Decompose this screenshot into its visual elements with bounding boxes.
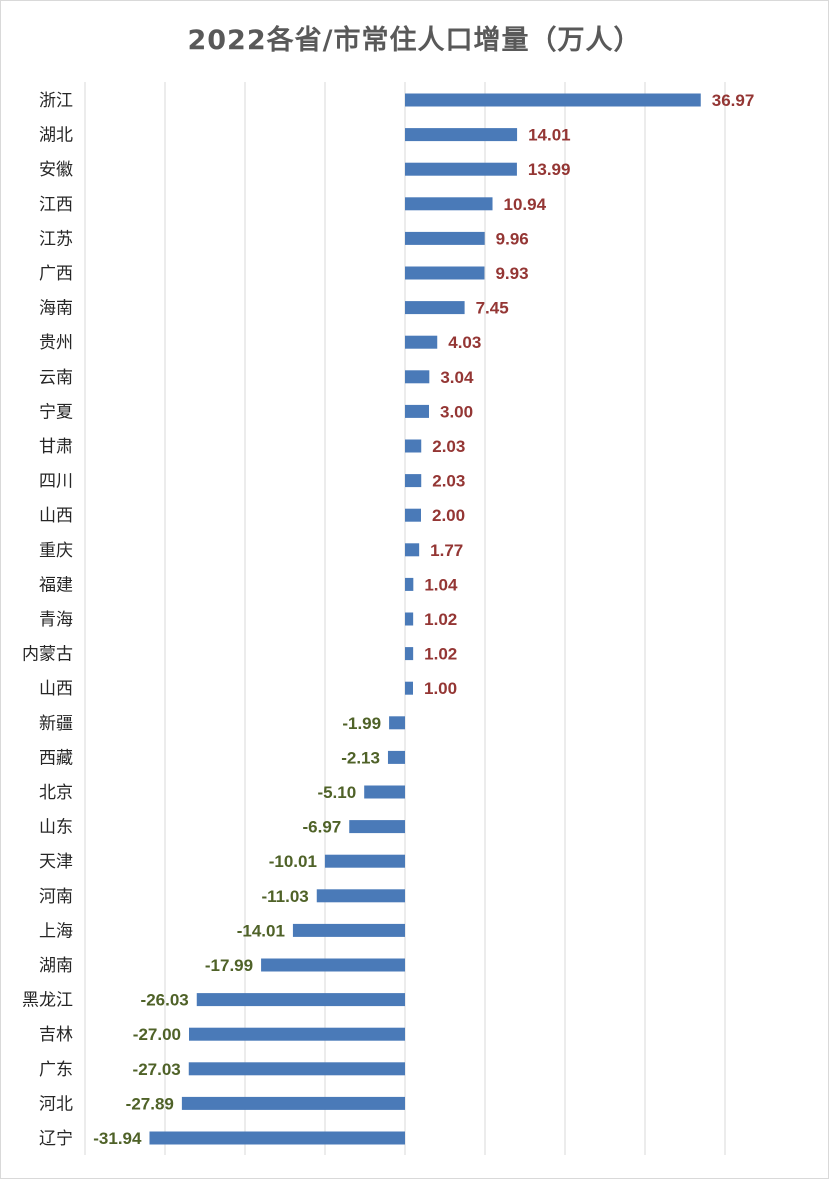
bar — [405, 404, 429, 418]
category-label: 重庆 — [39, 541, 73, 561]
category-label: 新疆 — [39, 714, 73, 734]
data-label: 2.03 — [432, 437, 465, 456]
category-label: 广东 — [39, 1060, 73, 1080]
category-label: 江苏 — [39, 229, 73, 249]
bar — [316, 889, 405, 903]
bar — [387, 750, 405, 764]
category-label: 福建 — [39, 575, 73, 595]
bar — [405, 543, 420, 557]
category-label: 安徽 — [39, 160, 73, 180]
category-label: 河南 — [39, 887, 73, 907]
bar — [405, 612, 414, 626]
bar — [405, 162, 517, 176]
category-label: 江西 — [39, 195, 73, 215]
data-label: -6.97 — [302, 818, 341, 837]
data-label: 1.02 — [424, 610, 457, 629]
data-label: -11.03 — [261, 887, 308, 906]
category-label: 河北 — [39, 1094, 73, 1114]
bar — [349, 820, 405, 834]
bar — [405, 681, 413, 695]
bar — [189, 1027, 405, 1041]
category-label: 青海 — [39, 610, 73, 630]
category-label: 山东 — [39, 818, 73, 838]
bar — [364, 785, 405, 799]
category-label: 山西 — [39, 506, 73, 526]
data-label: -31.94 — [93, 1129, 142, 1148]
data-label: 4.03 — [448, 333, 481, 352]
data-label: -14.01 — [237, 921, 285, 940]
bar — [405, 647, 414, 661]
chart-title: 2022各省/市常住人口增量（万人） — [187, 25, 642, 56]
bar — [405, 474, 422, 488]
category-label: 广西 — [39, 264, 73, 284]
data-label: -17.99 — [205, 956, 253, 975]
bar — [389, 716, 405, 730]
bar — [196, 993, 405, 1007]
bar — [405, 231, 485, 245]
data-label: -26.03 — [141, 991, 189, 1010]
bar — [324, 854, 405, 868]
bar — [149, 1131, 405, 1145]
data-label: 9.93 — [495, 264, 528, 283]
category-label: 吉林 — [39, 1025, 73, 1045]
bar — [405, 335, 438, 349]
data-label: 2.00 — [432, 506, 465, 525]
bar — [405, 301, 465, 315]
data-label: 13.99 — [528, 160, 571, 179]
data-label: -10.01 — [269, 852, 317, 871]
category-label: 云南 — [39, 368, 73, 388]
data-label: -27.03 — [133, 1060, 181, 1079]
data-label: 7.45 — [476, 299, 509, 318]
category-label: 四川 — [39, 472, 73, 492]
category-label: 山西 — [39, 679, 73, 699]
data-label: 1.77 — [430, 541, 463, 560]
bar — [181, 1096, 405, 1110]
data-label: 9.96 — [496, 229, 529, 248]
data-label: 3.00 — [440, 402, 473, 421]
category-label: 宁夏 — [39, 402, 73, 422]
category-label: 天津 — [39, 852, 73, 872]
data-label: -27.00 — [133, 1025, 181, 1044]
data-label: 1.02 — [424, 645, 457, 664]
category-label: 辽宁 — [39, 1129, 73, 1149]
bar — [405, 93, 701, 107]
bar — [405, 197, 493, 211]
bar — [405, 266, 485, 280]
data-label: -2.13 — [341, 748, 380, 767]
category-label: 浙江 — [39, 91, 73, 111]
bar — [405, 577, 414, 591]
data-label: -27.89 — [126, 1094, 174, 1113]
bar — [405, 508, 421, 522]
data-label: -5.10 — [317, 783, 356, 802]
category-label: 甘肃 — [39, 437, 73, 457]
data-label: 2.03 — [432, 472, 465, 491]
bar — [188, 1062, 405, 1076]
data-label: 1.04 — [424, 575, 458, 594]
category-label: 上海 — [39, 921, 73, 941]
category-label: 湖南 — [39, 956, 73, 976]
data-label: 3.04 — [440, 368, 474, 387]
data-label: 14.01 — [528, 126, 571, 145]
category-label: 贵州 — [39, 333, 73, 353]
category-label: 黑龙江 — [22, 991, 73, 1011]
bar — [405, 128, 518, 142]
category-label: 内蒙古 — [22, 645, 73, 665]
category-label: 湖北 — [39, 126, 73, 146]
category-label: 西藏 — [39, 748, 73, 768]
category-label: 海南 — [39, 299, 73, 319]
bar — [292, 923, 405, 937]
bar — [405, 370, 430, 384]
bar — [261, 958, 405, 972]
category-label: 北京 — [39, 783, 73, 803]
data-label: 36.97 — [712, 91, 755, 110]
data-label: 1.00 — [424, 679, 457, 698]
data-label: -1.99 — [342, 714, 381, 733]
bar — [405, 439, 422, 453]
data-label: 10.94 — [504, 195, 547, 214]
